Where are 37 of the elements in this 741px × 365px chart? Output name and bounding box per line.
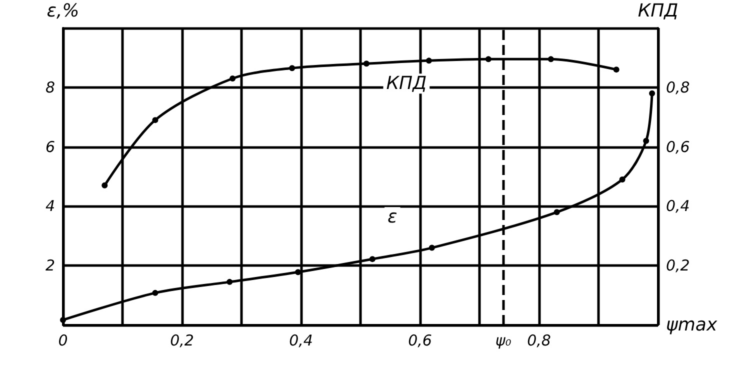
y-axis-title: ε,% [46, 0, 80, 22]
x-tick-label: 0,6 [408, 332, 432, 350]
point [643, 138, 650, 144]
y2-tick-label: 0,4 [666, 197, 690, 216]
y-tick-label: 8 [45, 78, 55, 96]
x-tick-label: 0,8 [527, 332, 551, 350]
x-tick-label: 0 [58, 332, 68, 350]
point [363, 60, 370, 67]
x-tick-label: 0,2 [170, 332, 194, 350]
point [613, 66, 620, 73]
x-axis-title: ψmax [666, 314, 718, 336]
y-tick-label: 6 [45, 138, 55, 156]
point [428, 244, 435, 251]
x-tick-label: 0,4 [289, 332, 313, 350]
point [226, 278, 233, 285]
point [230, 75, 236, 82]
y2-tick-label: 0,2 [666, 256, 690, 275]
series-label: ε [388, 206, 398, 228]
point [289, 65, 296, 72]
point [548, 56, 554, 62]
y-tick-label: 4 [45, 197, 55, 216]
point [619, 176, 626, 182]
point [60, 316, 66, 323]
point [152, 290, 158, 296]
series-label: КПД [386, 73, 427, 94]
y2-tick-label: 0,8 [666, 78, 690, 96]
point [369, 256, 376, 262]
point [426, 58, 432, 64]
point [102, 182, 108, 188]
ref-line-label: ψ₀ [495, 332, 512, 350]
y2-axis-title: КПД [638, 0, 678, 22]
y-tick-label: 2 [45, 256, 55, 275]
point [485, 56, 492, 62]
point [649, 90, 656, 96]
point [152, 117, 158, 124]
y2-tick-label: 0,6 [666, 138, 690, 156]
point [554, 209, 560, 216]
